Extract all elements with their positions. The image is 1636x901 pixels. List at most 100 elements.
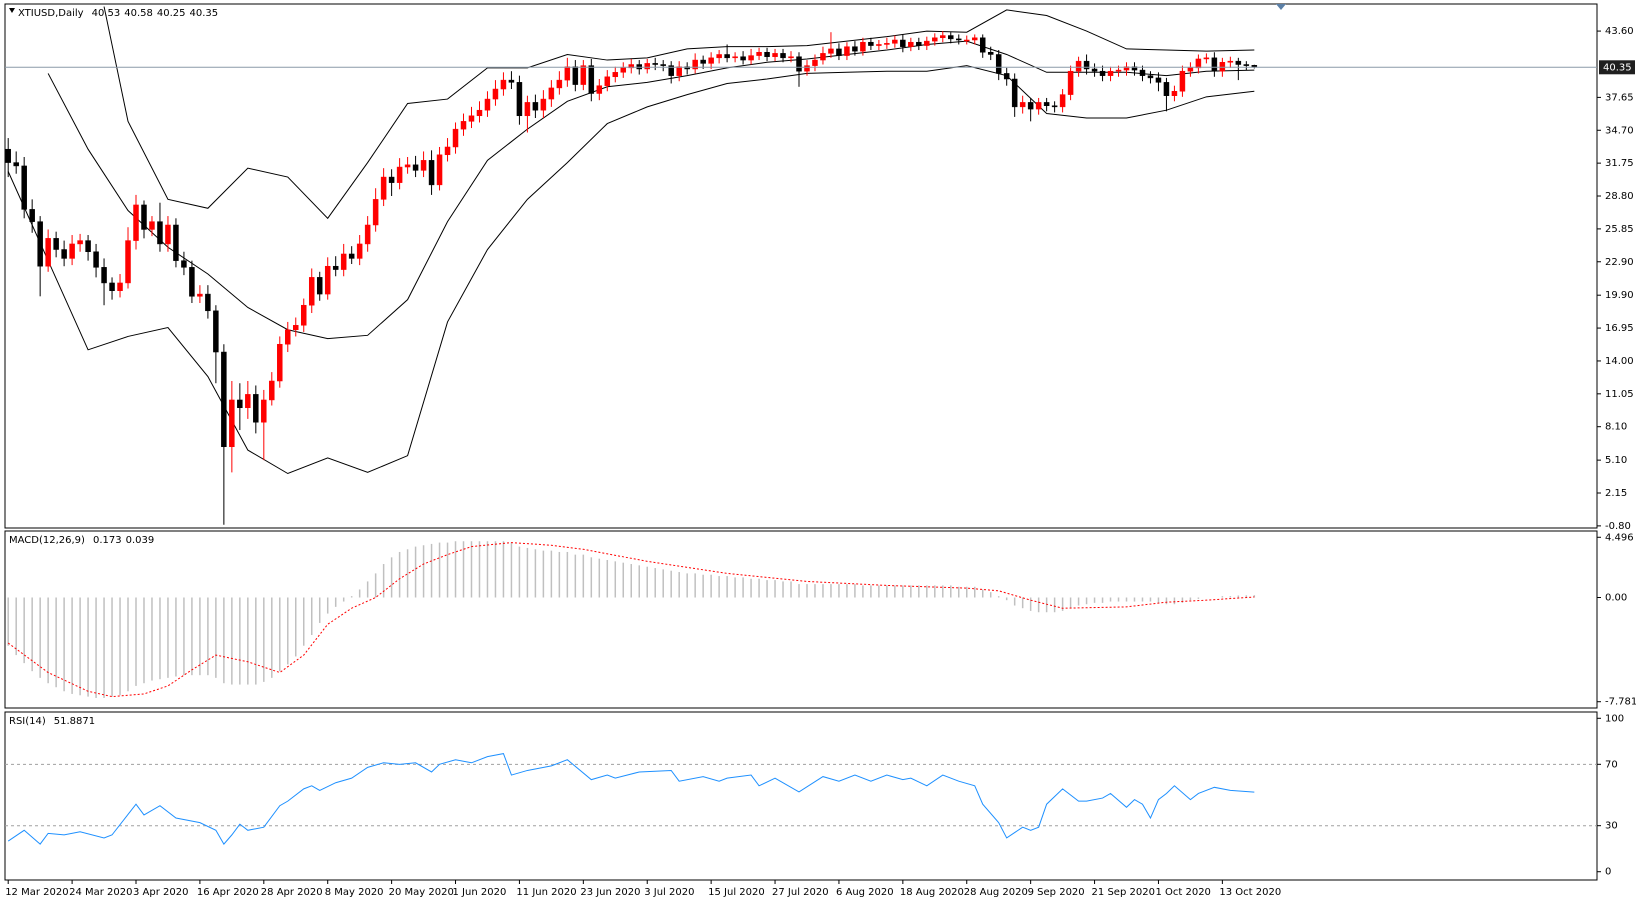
candle-body	[1203, 57, 1210, 60]
candle-body	[612, 72, 619, 78]
candle-body	[348, 253, 355, 259]
candle-body	[1035, 102, 1042, 110]
candle-body	[404, 164, 411, 168]
x-tick-label: 28 Apr 2020	[261, 887, 323, 898]
candle-body	[971, 37, 978, 41]
header-value: 40.53	[92, 8, 121, 19]
candle-body	[820, 53, 826, 61]
candle-body	[452, 128, 459, 148]
candle-body	[181, 260, 187, 268]
x-tick-label: 15 Jul 2020	[708, 887, 765, 898]
candle-body	[396, 166, 403, 183]
header-value: 40.58	[124, 8, 153, 19]
candle-body	[412, 164, 419, 171]
bollinger-band	[103, 6, 1255, 220]
candle-body	[676, 66, 682, 76]
candle-body	[668, 65, 674, 76]
last-price-tag	[1599, 60, 1635, 75]
x-tick-label: 21 Sep 2020	[1092, 887, 1155, 898]
candle-body	[1067, 70, 1074, 95]
indicator-header: MACD(12,26,9) 0.173 0.039	[9, 535, 154, 546]
candle-body	[1011, 78, 1018, 108]
candle-body	[1027, 102, 1034, 110]
candle-body	[556, 79, 563, 89]
y-tick-label: 31.75	[1605, 158, 1634, 169]
candle-body	[844, 46, 850, 56]
candle-body	[916, 41, 922, 46]
candle-body	[692, 59, 698, 70]
candle-body	[508, 79, 515, 83]
candle-body	[964, 39, 970, 42]
candle-body	[101, 267, 107, 284]
candle-body	[492, 88, 499, 100]
y-tick-label: 22.90	[1605, 257, 1634, 268]
candle-body	[516, 82, 523, 117]
candle-body	[1099, 70, 1106, 76]
header-value: 0.173	[93, 535, 122, 546]
candle-body	[149, 221, 155, 230]
candle-body	[293, 325, 299, 330]
menu-arrow[interactable]	[9, 8, 15, 13]
x-tick-label: 28 Aug 2020	[964, 887, 1028, 898]
candle-body	[628, 64, 635, 69]
x-tick-label: 6 Aug 2020	[836, 887, 894, 898]
candle-body	[205, 293, 211, 312]
candle-body	[748, 55, 754, 61]
y-tick-label: 37.65	[1605, 92, 1634, 103]
candle-body	[77, 240, 83, 245]
candle-body	[860, 41, 866, 52]
candle-body	[261, 399, 267, 423]
candle-body	[316, 277, 323, 295]
price-panel	[4, 3, 1598, 529]
candle-body	[652, 63, 658, 65]
y-tick-label: 70	[1605, 759, 1618, 770]
candle-body	[884, 43, 890, 45]
candle-body	[277, 343, 283, 382]
candle-body	[173, 224, 179, 261]
candle-body	[636, 64, 642, 70]
candle-body	[828, 48, 834, 54]
candle-body	[796, 56, 802, 72]
candle-body	[37, 221, 43, 267]
candle-body	[572, 66, 579, 85]
candle-body	[772, 53, 778, 57]
candle-body	[324, 265, 331, 295]
candle-body	[1179, 70, 1186, 92]
candle-body	[812, 59, 818, 66]
y-tick-label: -7.781	[1605, 697, 1636, 708]
candle-body	[1019, 102, 1026, 108]
candle-body	[724, 54, 730, 59]
candle-body	[356, 243, 363, 259]
candle-body	[1219, 62, 1226, 72]
header-value: 40.35	[190, 8, 219, 19]
candle-body	[1051, 105, 1058, 108]
candle-body	[852, 46, 858, 52]
candle-body	[197, 293, 203, 297]
candle-body	[420, 160, 427, 171]
candle-body	[979, 37, 986, 53]
candle-body	[644, 63, 650, 70]
candle-body	[732, 56, 738, 59]
candle-body	[924, 40, 930, 46]
y-tick-label: 0	[1605, 867, 1611, 878]
candle-body	[500, 79, 507, 90]
candle-body	[524, 102, 531, 117]
candle-body	[364, 224, 371, 245]
candle-body	[1059, 94, 1066, 108]
candle-body	[1171, 91, 1178, 96]
candle-body	[285, 329, 291, 345]
candle-body	[868, 41, 874, 46]
candle-body	[620, 67, 627, 73]
x-tick-label: 11 Jun 2020	[516, 887, 576, 898]
bollinger-band	[47, 40, 1255, 340]
candle-body	[269, 380, 275, 401]
y-tick-label: 19.90	[1605, 290, 1634, 301]
x-tick-label: 3 Apr 2020	[133, 887, 188, 898]
candle-body	[468, 115, 475, 122]
candle-body	[253, 394, 259, 423]
candle-body	[1139, 69, 1146, 76]
candle-body	[300, 304, 307, 326]
candle-body	[388, 176, 395, 183]
